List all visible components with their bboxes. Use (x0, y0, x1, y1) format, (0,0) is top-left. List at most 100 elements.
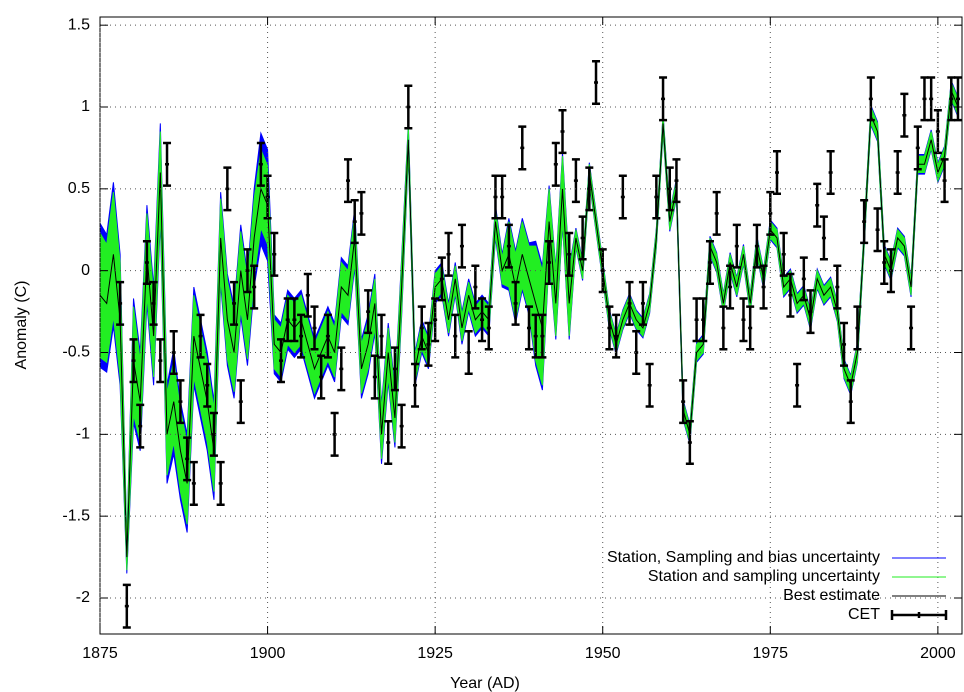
cet-error-bar (478, 297, 487, 343)
cet-error-bar (297, 313, 306, 359)
cet-error-bar (638, 280, 647, 326)
cet-error-bar (116, 280, 125, 326)
cet-error-bar (196, 313, 205, 359)
cet-error-bar (471, 264, 480, 310)
cet-error-bar (163, 141, 172, 187)
cet-error-bar (256, 141, 265, 187)
cet-error-bar (746, 305, 755, 351)
cet-error-bar (377, 313, 386, 359)
y-tick-label: -1 (76, 426, 90, 443)
cet-error-bar (913, 125, 922, 171)
cet-error-bar (618, 174, 627, 220)
cet-error-bar (464, 329, 473, 376)
cet-error-bar (411, 362, 420, 408)
cet-error-bar (149, 280, 158, 326)
cet-error-bar (551, 141, 560, 187)
legend-label: Best estimate (783, 587, 880, 604)
x-tick-label: 2000 (920, 645, 956, 662)
y-tick-label: -2 (76, 589, 90, 606)
cet-error-bar (344, 158, 353, 204)
y-tick-label: 0.5 (68, 180, 90, 197)
cet-error-bar (317, 354, 326, 400)
cet-error-bar (900, 92, 909, 138)
cet-error-bar (169, 329, 178, 376)
legend-label: Station and sampling uncertainty (648, 568, 880, 585)
cet-error-bar (511, 280, 520, 326)
cet-error-bar (565, 231, 574, 277)
cet-error-bar (390, 346, 399, 392)
cet-error-bar (216, 460, 225, 506)
cet-error-bar (793, 362, 802, 408)
cet-error-bar (276, 338, 285, 384)
x-tick-label: 1925 (417, 645, 453, 662)
cet-error-bar (283, 297, 292, 343)
cet-error-bar (189, 460, 198, 506)
legend-label: Station, Sampling and bias uncertainty (607, 549, 880, 566)
plot-border (99, 16, 963, 635)
cet-error-bar (337, 346, 346, 392)
y-tick-label: -0.5 (62, 344, 90, 361)
cet-error-bar (250, 264, 259, 310)
cet-error-bar (558, 109, 567, 155)
cet-error-bar (323, 313, 332, 359)
cet-error-bar (491, 174, 500, 220)
cet-error-bar (243, 248, 252, 294)
cet-error-bar (122, 583, 131, 629)
cet-error-bar (129, 338, 138, 384)
cet-error-bar (786, 272, 795, 318)
cet-error-bar (719, 305, 728, 351)
x-axis-label: Year (AD) (450, 675, 520, 692)
cet-error-bar (484, 305, 493, 351)
cet-error-bar (364, 289, 373, 335)
legend-label: CET (848, 606, 880, 623)
cet-error-bar (183, 436, 192, 482)
cet-error-bar (940, 158, 949, 204)
cet-error-bar (310, 305, 319, 351)
cet-error-bar (632, 329, 641, 376)
x-tick-label: 1875 (82, 645, 118, 662)
cet-error-bar (813, 182, 822, 228)
cet-error-bar (437, 256, 446, 302)
legend-swatch (890, 610, 948, 620)
cet-error-bar (370, 354, 379, 400)
cet-error-bar (270, 231, 279, 277)
cet-error-bar (659, 76, 668, 122)
cet-error-bar (330, 411, 339, 457)
cet-error-bar (498, 174, 507, 220)
cet-error-bar (209, 411, 218, 457)
cet-error-bar (592, 59, 601, 105)
cet-error-bar (524, 305, 533, 351)
cet-error-bar (779, 231, 788, 277)
cet-error-bar (806, 289, 815, 335)
cet-error-bar (431, 297, 440, 343)
cet-error-bar (826, 149, 835, 196)
x-tick-label: 1975 (752, 645, 788, 662)
y-axis-label: Anomaly (C) (13, 281, 30, 370)
cet-error-bar (726, 264, 735, 310)
y-tick-label: 1 (81, 98, 90, 115)
cet-error-bar (585, 166, 594, 212)
cet-error-bar (672, 158, 681, 204)
cet-error-bar (504, 223, 513, 269)
cet-error-bar (652, 174, 661, 220)
cet-error-bar (699, 297, 708, 343)
cet-error-bar (732, 223, 741, 269)
cet-error-bar (203, 362, 212, 408)
cet-error-bar (645, 362, 654, 408)
cet-error-bar (424, 321, 433, 367)
cet-error-bar (518, 125, 527, 171)
cet-error-bar (625, 280, 634, 326)
cet-error-bar (712, 190, 721, 236)
cet-error-bar (397, 403, 406, 449)
cet-error-bar (545, 239, 554, 286)
cet-error-bar (357, 190, 366, 236)
cet-error-bar (873, 207, 882, 253)
cet-error-bar (860, 199, 869, 245)
cet-error-bar (223, 166, 232, 212)
cet-error-bar (136, 403, 145, 449)
best-estimate-line (100, 90, 959, 558)
cet-error-bar (692, 297, 701, 343)
cet-error-bar (933, 109, 942, 155)
cet-error-bar (384, 419, 393, 466)
